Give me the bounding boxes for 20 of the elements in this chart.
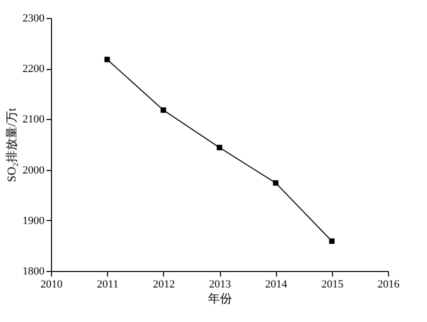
point: [160, 107, 166, 113]
x-tick-label: 2011: [96, 278, 118, 290]
point: [216, 144, 222, 150]
x-tick-label: 2013: [209, 278, 232, 290]
point: [104, 56, 110, 62]
x-tick-label: 2014: [265, 278, 288, 290]
y-tick-label: 2000: [22, 164, 45, 176]
y-tick-label: 2100: [22, 114, 45, 126]
y-tick-label: 2300: [22, 12, 45, 24]
x-tick-label: 2016: [378, 278, 400, 290]
point: [329, 238, 335, 244]
y-tick-label: 2200: [22, 63, 45, 76]
y-axis-title: SO₂排放量/万t: [4, 107, 18, 182]
x-tick-label: 2015: [321, 278, 344, 290]
x-axis-title: 年份: [208, 292, 232, 306]
x-tick-label: 2010: [40, 278, 63, 290]
x-tick-label: 2012: [152, 278, 175, 290]
y-tick-label: 1900: [22, 214, 45, 227]
point: [272, 180, 278, 186]
y-tick-label: 1800: [22, 266, 45, 278]
